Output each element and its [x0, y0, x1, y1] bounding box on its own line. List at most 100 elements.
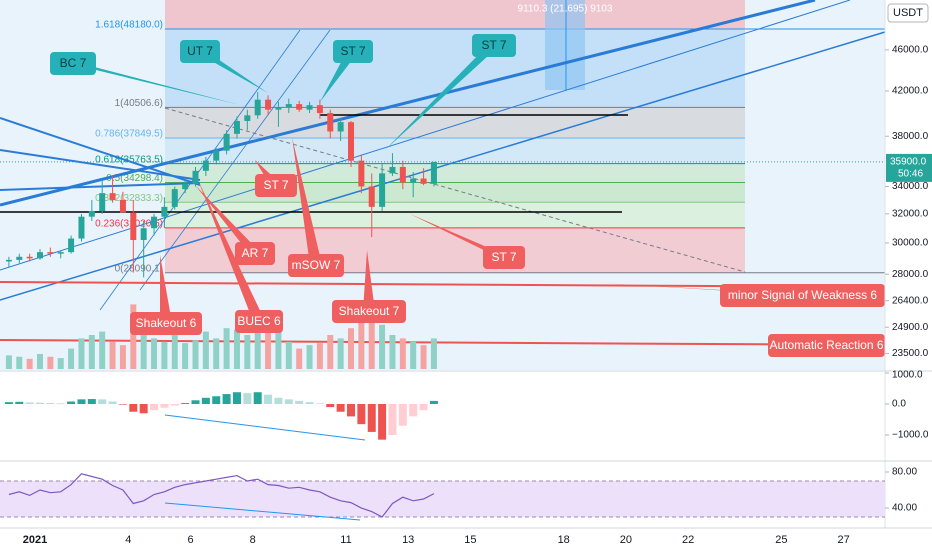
divergence-line: [164, 414, 366, 441]
candle-body: [57, 252, 64, 254]
annotation-box: [235, 310, 283, 333]
rsi-tick-label: 80.00: [892, 467, 917, 478]
price-tick-label: 23500.0: [892, 348, 929, 359]
candle-body: [254, 99, 261, 116]
rsi-band: [0, 480, 885, 518]
candle-body: [78, 216, 85, 239]
fib-zone: [165, 0, 745, 29]
macd-bar: [357, 404, 366, 425]
annotation-box: [333, 40, 373, 63]
candle-body: [202, 160, 209, 171]
price-tick-label: 26400.0: [892, 295, 929, 306]
price-tick-label: 32000.0: [892, 208, 929, 219]
volume-bar: [223, 328, 230, 369]
annotation: ST 7: [263, 178, 288, 192]
currency[interactable]: USDT: [893, 7, 923, 19]
candle-body: [348, 122, 354, 161]
annotation: BUEC 6: [237, 314, 281, 328]
macd-bar: [118, 404, 127, 405]
candle-body: [358, 160, 365, 187]
annotation: ST 7: [340, 44, 365, 58]
price-tick-label: 24900.0: [892, 322, 929, 333]
annotation: AR 7: [242, 246, 269, 260]
annotation: BC 7: [60, 56, 87, 70]
fib-zone: [165, 202, 745, 228]
volume-bar: [47, 356, 54, 369]
price-tick-label: 46000.0: [892, 45, 929, 56]
candle-body: [410, 178, 417, 183]
volume-bar: [109, 341, 116, 369]
volume-bar: [316, 343, 323, 369]
macd-bar: [398, 404, 407, 426]
callout-pointer: [410, 214, 510, 257]
annotation-box: [720, 284, 885, 307]
time-tick-label: 27: [837, 534, 849, 546]
divergence-line: [164, 502, 361, 521]
countdown: 50:46: [898, 169, 923, 180]
annotation: UT 7: [187, 44, 213, 58]
volume-bar: [161, 341, 168, 369]
time-tick-label: 11: [340, 534, 351, 546]
macd-bar: [4, 402, 13, 404]
volume-bar: [265, 328, 272, 369]
volume-bar: [140, 321, 147, 369]
candle-body: [296, 104, 303, 110]
macd-bar: [429, 400, 438, 404]
macd-bar: [243, 393, 252, 404]
candle-body: [316, 105, 323, 114]
macd-bar: [77, 399, 86, 404]
candle-body: [420, 178, 427, 184]
volume-bar: [119, 345, 126, 369]
candle-body: [213, 150, 220, 161]
candle-body: [306, 105, 313, 110]
candle-body: [337, 122, 344, 132]
volume-bar: [99, 331, 106, 369]
macd-bar: [274, 397, 283, 404]
time-tick-label: 13: [402, 534, 414, 546]
candle-body: [130, 212, 137, 241]
macd-bar: [284, 399, 293, 404]
candle-body: [389, 166, 396, 174]
annotation-box: [255, 174, 297, 197]
candle-body: [182, 183, 189, 190]
measure-text: 9110.3 (21.695) 9103: [518, 4, 613, 15]
last-price: 35900.0: [890, 157, 927, 168]
macd-bar: [347, 404, 355, 417]
annotation-box: [180, 40, 220, 63]
candle-body: [68, 238, 75, 253]
volume-bar: [26, 358, 33, 369]
candle-body: [16, 256, 23, 260]
annotation-box: [768, 334, 885, 357]
candle-body: [88, 211, 95, 217]
candle-body: [151, 216, 158, 229]
macd-bar: [232, 392, 241, 404]
candle-body: [233, 121, 240, 134]
volume-bar: [327, 335, 334, 369]
macd-bar: [388, 404, 397, 436]
macd-bar: [36, 402, 44, 404]
candle-body: [223, 133, 230, 151]
volume-bar: [254, 324, 261, 369]
fib-label: 0.382(32833.3): [95, 193, 163, 204]
candle-body: [99, 193, 106, 212]
macd-tick-label: 1000.0: [892, 370, 923, 381]
time-tick-label: 20: [620, 534, 632, 546]
time-tick-label: 25: [775, 534, 787, 546]
currency-button[interactable]: [887, 3, 929, 23]
time-tick-label: 6: [187, 534, 193, 546]
macd-bar: [253, 392, 262, 404]
candle-body: [192, 170, 199, 184]
fib-label: 0.236(31020.6): [95, 219, 163, 230]
time-tick-label: 8: [250, 534, 256, 546]
volume-bar: [244, 335, 251, 369]
annotation: ST 7: [491, 250, 516, 264]
price-tick-label: 38000.0: [892, 131, 929, 142]
fib-zone: [165, 163, 745, 183]
fib-label: 0(28090.1): [115, 263, 163, 274]
measure-box: [545, 0, 585, 90]
volume-bar: [337, 338, 344, 369]
macd-bar: [150, 404, 159, 411]
fib-zone: [165, 182, 745, 203]
